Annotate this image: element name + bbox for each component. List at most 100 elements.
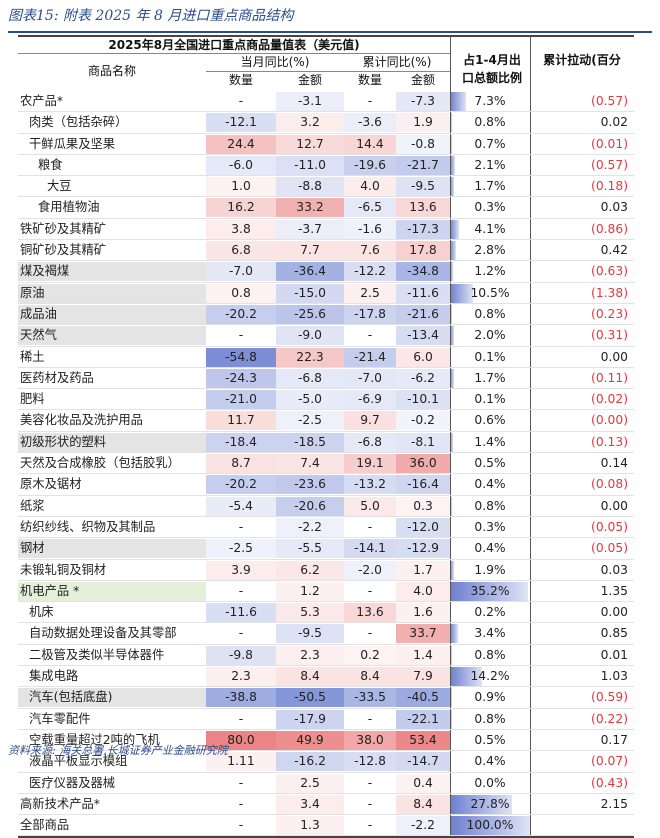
column-divider (450, 261, 451, 281)
share-label: 0.9% (474, 690, 505, 704)
cell-cum-amt: -34.8 (396, 262, 450, 281)
cell-pull: 0.03 (530, 561, 634, 580)
cell-month-qty: - (206, 518, 276, 537)
col-cum-qty-header: 数量 (344, 71, 396, 89)
cell-month-qty: - (206, 774, 276, 793)
cell-cum-qty: -21.4 (344, 348, 396, 367)
col-cum-group-header: 累计同比(%) (344, 53, 450, 72)
cell-month-qty: 2.3 (206, 667, 276, 686)
column-divider (450, 623, 451, 643)
column-divider (450, 410, 451, 430)
cell-month-qty: -20.2 (206, 475, 276, 494)
column-divider (450, 347, 451, 367)
column-divider (450, 91, 451, 111)
cell-cum-amt: -10.1 (396, 390, 450, 409)
share-label: 27.8% (470, 797, 509, 811)
cell-pull: 0.17 (530, 731, 634, 750)
share-label: 0.8% (474, 712, 505, 726)
share-label: 0.8% (474, 648, 505, 662)
cell-share: 1.4% (450, 433, 530, 452)
import-table: 2025年8月全国进口重点商品量值表（美元值) 商品名称 当月同比(%) 累计同… (18, 35, 634, 838)
column-divider (450, 687, 451, 707)
share-label: 7.3% (474, 94, 505, 108)
cell-month-qty: -18.4 (206, 433, 276, 452)
cell-month-qty: -6.0 (206, 156, 276, 175)
cell-month-amt: -5.0 (276, 390, 344, 409)
cell-cum-amt: -40.5 (396, 688, 450, 707)
cell-share: 0.5% (450, 454, 530, 473)
column-divider (530, 261, 531, 281)
cell-cum-qty: 8.4 (344, 667, 396, 686)
cell-share: 0.7% (450, 135, 530, 154)
column-divider (530, 815, 531, 835)
table-caption: 2025年8月全国进口重点商品量值表（美元值) (18, 37, 450, 54)
column-divider (450, 176, 451, 196)
cell-share: 0.9% (450, 688, 530, 707)
share-label: 4.1% (474, 222, 505, 236)
cell-month-amt: -15.0 (276, 284, 344, 303)
share-label: 0.8% (474, 499, 505, 513)
cell-pull: (0.59) (530, 688, 634, 707)
cell-cum-qty: 4.0 (344, 177, 396, 196)
column-divider (450, 474, 451, 494)
cell-month-amt: 22.3 (276, 348, 344, 367)
cell-month-amt: -3.7 (276, 220, 344, 239)
row-name: 粮食 (18, 156, 206, 175)
column-divider (530, 687, 531, 707)
cell-cum-amt: 1.6 (396, 603, 450, 622)
column-divider (530, 602, 531, 622)
column-divider (530, 91, 531, 111)
cell-cum-qty: -7.0 (344, 369, 396, 388)
column-divider (450, 240, 451, 260)
share-label: 14.2% (470, 669, 509, 683)
share-label: 0.6% (474, 413, 505, 427)
cell-share: 0.8% (450, 710, 530, 729)
cell-share: 1.9% (450, 561, 530, 580)
share-label: 0.0% (474, 776, 505, 790)
cell-cum-qty: -1.6 (344, 220, 396, 239)
share-label: 0.8% (474, 115, 505, 129)
cell-cum-amt: 1.9 (396, 113, 450, 132)
cell-month-amt: -25.6 (276, 305, 344, 324)
share-label: 0.1% (474, 350, 505, 364)
row-name: 医疗仪器及器械 (18, 774, 206, 793)
cell-month-amt: 2.5 (276, 774, 344, 793)
cell-cum-qty: -12.2 (344, 262, 396, 281)
source-note: 资料来源: 海关总署,长城证券产业金融研究院 (8, 741, 228, 761)
column-divider (450, 709, 451, 729)
cell-cum-amt: -13.4 (396, 326, 450, 345)
share-label: 2.1% (474, 158, 505, 172)
cell-pull: (0.22) (530, 710, 634, 729)
cell-share: 7.3% (450, 92, 530, 111)
cell-month-qty: -5.4 (206, 497, 276, 516)
row-name: 自动数据处理设备及其零部 (18, 624, 206, 643)
cell-cum-amt: 6.0 (396, 348, 450, 367)
cell-pull: 0.00 (530, 603, 634, 622)
cell-pull: 0.42 (530, 241, 634, 260)
column-divider (450, 794, 451, 814)
cell-cum-amt: 13.6 (396, 198, 450, 217)
cell-cum-qty: 2.5 (344, 284, 396, 303)
cell-pull: (0.07) (530, 752, 634, 771)
cell-share: 2.0% (450, 326, 530, 345)
cell-month-qty: - (206, 710, 276, 729)
column-divider (450, 304, 451, 324)
share-label: 35.2% (470, 584, 509, 598)
cell-cum-amt: 17.8 (396, 241, 450, 260)
cell-pull: (1.38) (530, 284, 634, 303)
cell-month-qty: 3.8 (206, 220, 276, 239)
cell-cum-amt: -12.0 (396, 518, 450, 537)
